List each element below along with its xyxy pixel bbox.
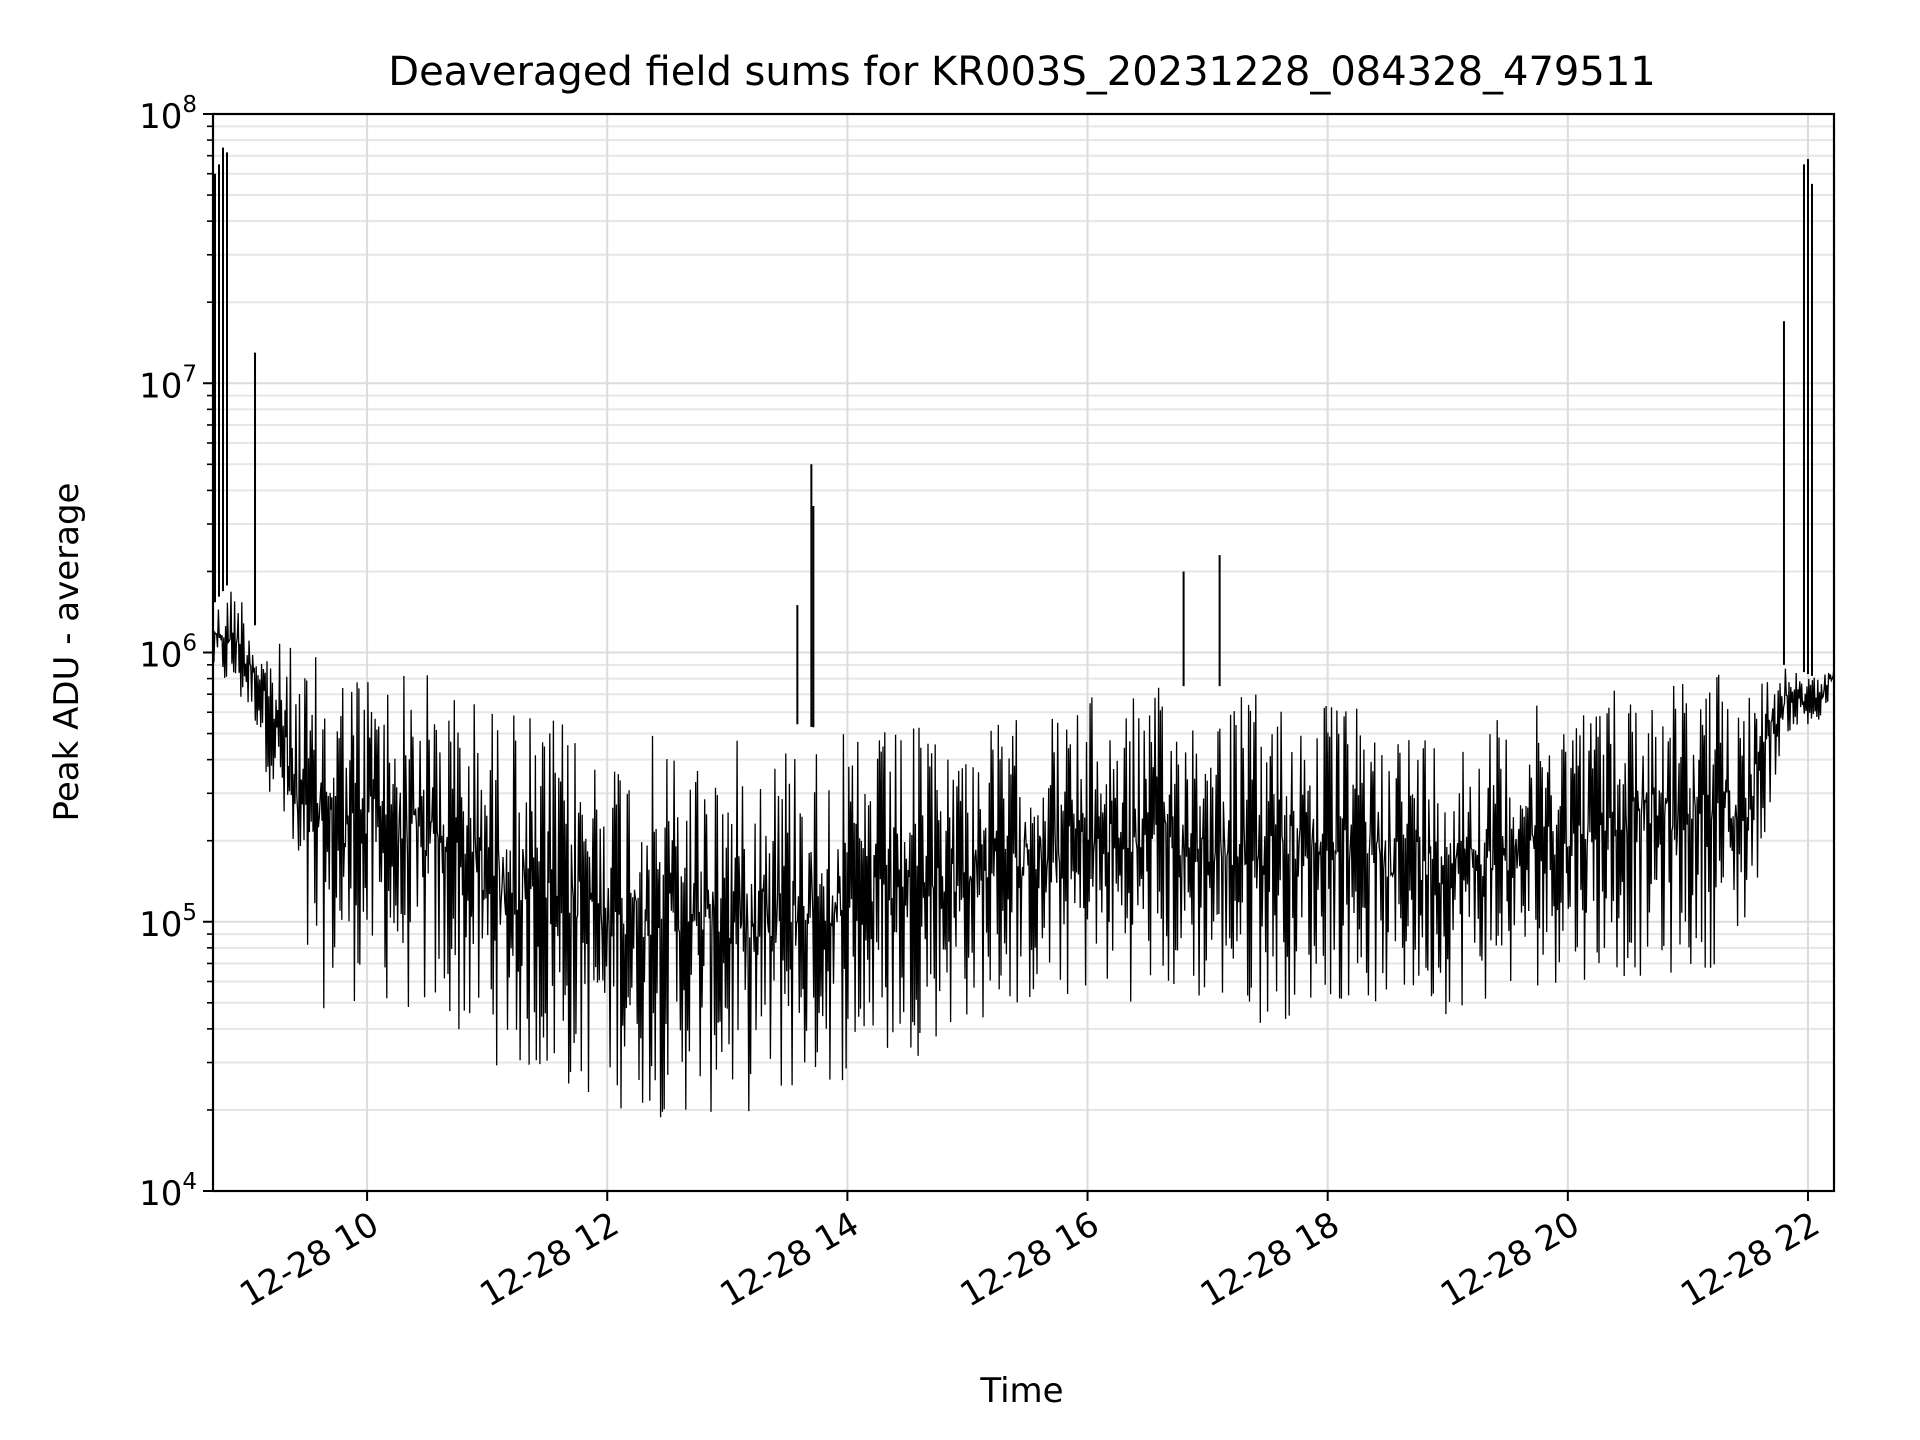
- y-tick-base: 10: [139, 97, 182, 137]
- y-tick-exponent: 7: [182, 361, 197, 387]
- y-tick-base: 10: [139, 636, 182, 676]
- x-axis-label: Time: [979, 1371, 1063, 1411]
- y-tick-base: 10: [139, 366, 182, 406]
- y-axis-label: Peak ADU - average: [47, 483, 87, 822]
- y-tick-label: 107: [139, 361, 197, 406]
- y-tick-label: 105: [139, 900, 197, 945]
- y-tick-label: 106: [139, 631, 197, 676]
- chart-title: Deaveraged field sums for KR003S_2023122…: [388, 49, 1655, 95]
- y-tick-base: 10: [139, 905, 182, 945]
- y-tick-exponent: 4: [182, 1169, 197, 1195]
- y-tick-base: 10: [139, 1174, 182, 1214]
- series-line: [212, 591, 1835, 1118]
- y-tick-label: 108: [139, 92, 197, 137]
- y-tick-exponent: 5: [182, 900, 197, 926]
- y-tick-label: 104: [139, 1169, 197, 1214]
- grid: [213, 113, 1834, 1192]
- series: [212, 147, 1835, 1118]
- y-tick-exponent: 8: [182, 92, 197, 118]
- y-tick-exponent: 6: [182, 631, 197, 657]
